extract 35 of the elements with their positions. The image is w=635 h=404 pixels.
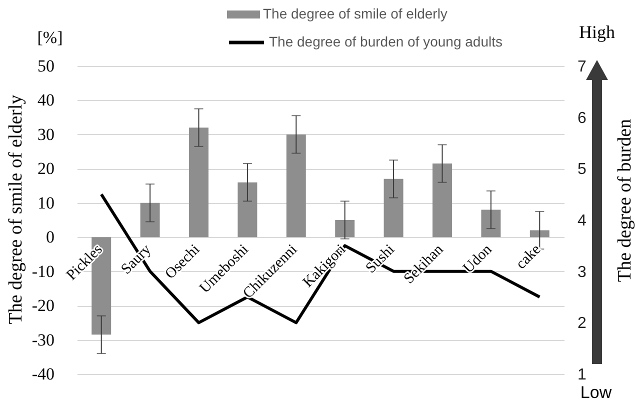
y2-axis-title: The degree of burden xyxy=(614,118,635,282)
bar xyxy=(189,128,208,238)
y-tick-label: 0 xyxy=(46,228,54,247)
legend-label: The degree of burden of young adults xyxy=(269,34,503,50)
bar xyxy=(286,134,306,238)
bar xyxy=(335,220,355,238)
y2-tick-label: 6 xyxy=(578,110,586,127)
bar xyxy=(432,164,452,238)
y2-tick-label: 5 xyxy=(578,161,586,178)
y-tick-label: 50 xyxy=(38,56,54,76)
bar xyxy=(238,182,258,238)
y-tick-label: -10 xyxy=(32,262,54,281)
y-tick-label: 40 xyxy=(38,90,54,110)
legend-label: The degree of smile of elderly xyxy=(263,6,448,22)
y2-tick-label: 1 xyxy=(578,366,586,384)
y-tick-label: -40 xyxy=(32,364,54,384)
y-tick-label: -20 xyxy=(32,296,54,316)
y2-tick-label: 4 xyxy=(578,212,586,230)
text: [%] xyxy=(37,28,63,47)
text: Low xyxy=(580,383,612,402)
y-tick-label: 10 xyxy=(38,193,54,212)
y-axis-title: The degree of smile of elderly xyxy=(6,94,26,324)
y2-tick-label: 3 xyxy=(578,264,586,281)
y2-tick-label: 2 xyxy=(578,315,586,332)
x-tick-label: cake xyxy=(513,241,544,272)
bar xyxy=(140,202,160,238)
y-tick-label: 30 xyxy=(38,124,54,144)
x-tick-label: Udon xyxy=(460,241,496,277)
bar xyxy=(530,230,550,238)
y-tick-label: -30 xyxy=(32,330,54,350)
text: High xyxy=(579,22,615,42)
bar xyxy=(481,210,501,238)
y-tick-label: 20 xyxy=(38,159,54,178)
y2-tick-label: 7 xyxy=(578,58,586,76)
bar xyxy=(384,178,404,238)
